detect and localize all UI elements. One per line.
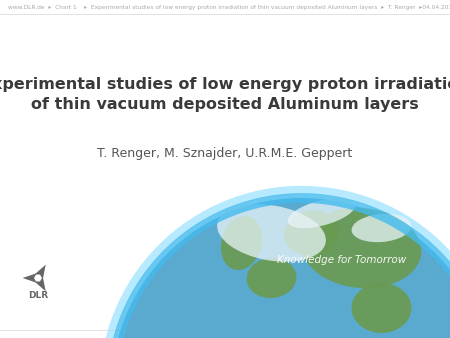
Polygon shape: [22, 272, 41, 284]
Ellipse shape: [351, 283, 411, 333]
Polygon shape: [33, 274, 46, 291]
Text: Experimental studies of low energy proton irradiation
of thin vacuum deposited A: Experimental studies of low energy proto…: [0, 77, 450, 112]
Ellipse shape: [221, 216, 262, 270]
Polygon shape: [34, 274, 42, 282]
Text: www.DLR.de  ▸  Chart 1    ▸  Experimental studies of low energy proton irradiati: www.DLR.de ▸ Chart 1 ▸ Experimental stud…: [8, 5, 450, 10]
Circle shape: [112, 198, 450, 338]
Ellipse shape: [217, 204, 326, 262]
Ellipse shape: [351, 214, 411, 242]
Ellipse shape: [288, 198, 356, 228]
Ellipse shape: [284, 210, 339, 256]
Ellipse shape: [302, 208, 421, 288]
Ellipse shape: [247, 258, 297, 298]
Text: T. Renger, M. Sznajder, U.R.M.E. Geppert: T. Renger, M. Sznajder, U.R.M.E. Geppert: [97, 147, 353, 160]
Polygon shape: [33, 265, 46, 282]
Text: DLR: DLR: [28, 291, 48, 300]
Text: Knowledge for Tomorrow: Knowledge for Tomorrow: [277, 255, 406, 265]
